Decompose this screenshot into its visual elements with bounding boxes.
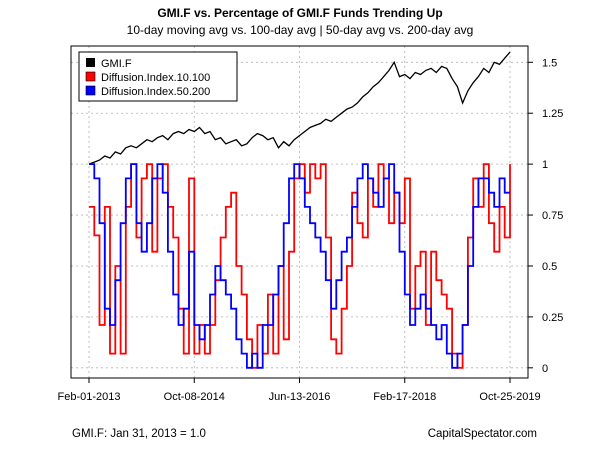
series-line-0 xyxy=(88,51,511,165)
legend: GMI.F Diffusion.Index.10.100 Diffusion.I… xyxy=(78,51,238,102)
legend-box xyxy=(78,51,238,102)
y-tick-label-6: 1.5 xyxy=(542,57,557,69)
x-axis: Feb-01-2013 Oct-08-2014 Jun-13-2016 Feb-17-… xyxy=(58,378,541,403)
legend-swatch-di10 xyxy=(85,71,96,82)
legend-label-gmi: GMI.F xyxy=(101,58,132,70)
legend-swatch-di50 xyxy=(85,85,96,96)
chart-title: GMI.F vs. Percentage of GMI.F Funds Tren… xyxy=(157,6,443,20)
legend-label-di10: Diffusion.Index.10.100 xyxy=(101,72,210,84)
series-line-2 xyxy=(89,163,510,369)
x-tick-label-4: Oct-25-2019 xyxy=(479,391,540,403)
footer-note: GMI.F: Jan 31, 2013 = 1.0 xyxy=(72,428,206,440)
y-tick-label-2: 0.5 xyxy=(542,261,557,273)
x-tick-label-0: Feb-01-2013 xyxy=(58,391,121,403)
legend-label-di50: Diffusion.Index.50.200 xyxy=(101,86,210,98)
y-axis-right: 0 0.25 0.5 0.75 1 1.25 1.5 xyxy=(528,57,563,375)
y-tick-label-3: 0.75 xyxy=(542,210,563,222)
x-tick-label-2: Jun-13-2016 xyxy=(269,391,331,403)
legend-swatch-gmi xyxy=(86,58,95,67)
y-tick-label-1: 0.25 xyxy=(542,312,563,324)
footer-source: CapitalSpectator.com xyxy=(427,428,537,440)
y-tick-label-5: 1.25 xyxy=(542,108,563,120)
y-tick-label-0: 0 xyxy=(542,363,548,375)
series-lines xyxy=(88,51,511,369)
x-tick-label-3: Feb-17-2018 xyxy=(373,391,436,403)
x-tick-label-1: Oct-08-2014 xyxy=(164,391,225,403)
chart-subtitle: 10-day moving avg vs. 100-day avg | 50-d… xyxy=(126,23,474,37)
y-tick-label-4: 1 xyxy=(542,159,548,171)
